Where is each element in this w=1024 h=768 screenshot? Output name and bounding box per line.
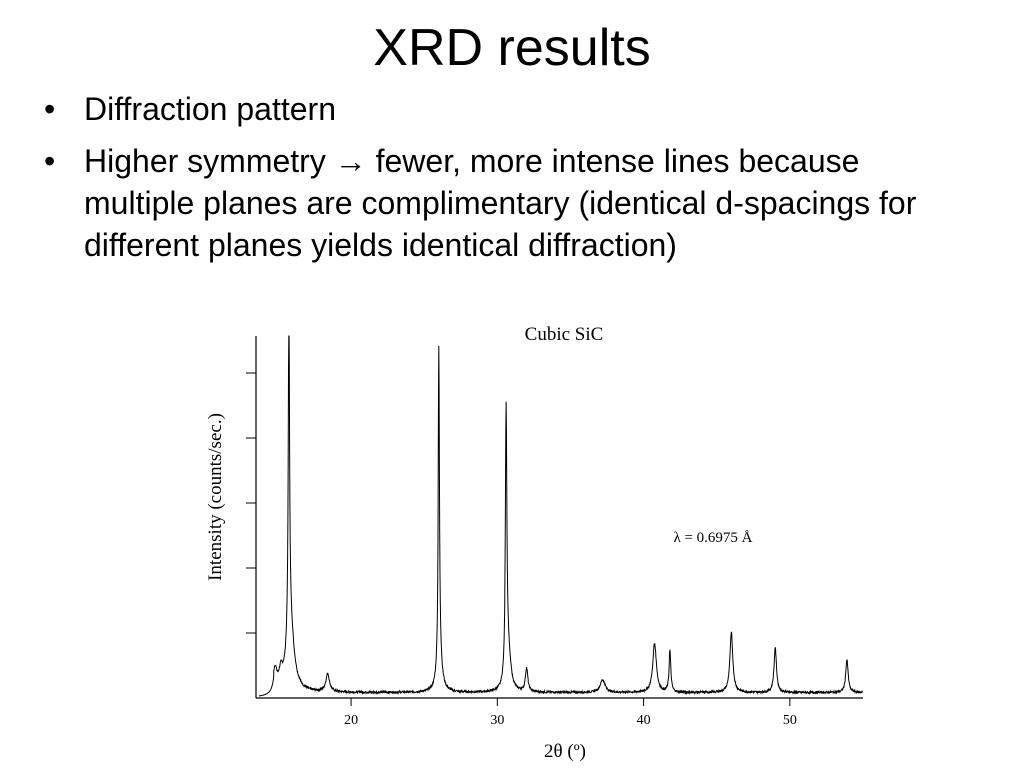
bullet-text: Diffraction pattern — [84, 91, 336, 127]
slide-title: XRD results — [373, 19, 651, 77]
bullet-list: • Diffraction pattern • Higher symmetry … — [44, 88, 944, 276]
x-tick-label: 20 — [344, 713, 358, 728]
bullet-item: • Higher symmetry → fewer, more intense … — [44, 140, 944, 266]
bullet-dot-icon: • — [44, 143, 56, 179]
wavelength-annotation: λ = 0.6975 Å — [673, 530, 752, 546]
xrd-chart: Cubic SiC Intensity (counts/sec.) 2θ (º)… — [205, 324, 864, 762]
y-axis-label: Intensity (counts/sec.) — [205, 413, 226, 581]
x-tick-label: 40 — [637, 713, 651, 728]
x-axis-label: 2θ (º) — [544, 741, 586, 762]
bullet-item: • Diffraction pattern — [44, 88, 944, 130]
bullet-dot-icon: • — [44, 91, 56, 127]
bullet-text-continued: fewer, more intense lines because multip… — [84, 143, 917, 263]
chart-title: Cubic SiC — [525, 324, 604, 345]
bullet-text: Higher symmetry — [84, 143, 326, 179]
right-arrow-icon: → — [334, 143, 367, 179]
diffraction-pattern-line — [258, 335, 864, 697]
x-tick-label: 50 — [783, 713, 797, 728]
x-tick-label: 30 — [490, 713, 504, 728]
